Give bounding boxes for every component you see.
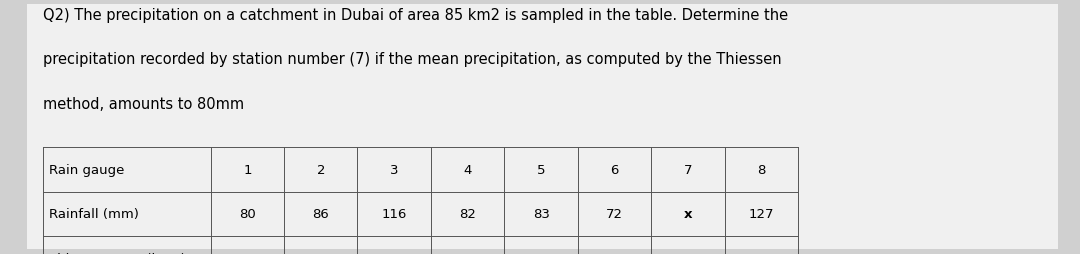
Text: 5: 5: [537, 163, 545, 176]
Text: 5: 5: [463, 252, 472, 254]
Text: 3: 3: [316, 252, 325, 254]
Text: 4: 4: [463, 163, 472, 176]
Text: x: x: [684, 208, 692, 220]
Text: precipitation recorded by station number (7) if the mean precipitation, as compu: precipitation recorded by station number…: [43, 52, 782, 67]
Text: Rain gauge: Rain gauge: [49, 163, 124, 176]
Text: 15: 15: [532, 252, 550, 254]
Text: 86: 86: [312, 208, 329, 220]
Text: 29: 29: [606, 252, 623, 254]
Text: Q2) The precipitation on a catchment in Dubai of area 85 km2 is sampled in the t: Q2) The precipitation on a catchment in …: [43, 8, 788, 23]
Text: 4: 4: [684, 252, 692, 254]
Text: 72: 72: [606, 208, 623, 220]
Text: 8: 8: [757, 163, 766, 176]
Text: 83: 83: [532, 208, 550, 220]
Text: 3: 3: [390, 163, 399, 176]
Text: 7: 7: [684, 163, 692, 176]
Text: 1: 1: [243, 163, 252, 176]
Text: 127: 127: [748, 208, 774, 220]
Text: 116: 116: [381, 208, 407, 220]
Text: 2: 2: [316, 163, 325, 176]
Text: Thiessen area (km2): Thiessen area (km2): [49, 252, 186, 254]
Text: 6: 6: [610, 163, 619, 176]
Text: 5: 5: [390, 252, 399, 254]
Text: 3: 3: [243, 252, 252, 254]
Text: 80: 80: [239, 208, 256, 220]
Text: 16: 16: [753, 252, 770, 254]
Text: Rainfall (mm): Rainfall (mm): [49, 208, 138, 220]
Text: 82: 82: [459, 208, 476, 220]
Text: method, amounts to 80mm: method, amounts to 80mm: [43, 97, 244, 112]
